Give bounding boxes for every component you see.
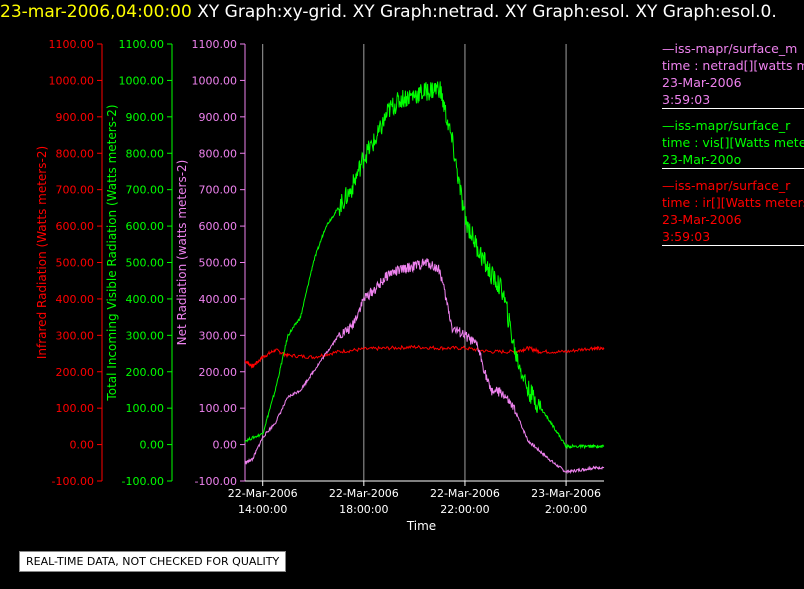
header-datetime: 23-mar-2006,04:00:00 xyxy=(0,2,192,22)
legend-separator xyxy=(662,168,804,169)
y-tick-label-2-5: 400.00 xyxy=(199,293,238,306)
legend-entry-line: 23-Mar-2006 xyxy=(662,212,742,227)
y-tick-label-0-1: 0.00 xyxy=(70,439,95,452)
y-axis-title-2: Net Radiation (watts meters-2) xyxy=(175,160,189,346)
legend-entry-line: time : vis[][Watts mete xyxy=(662,135,804,150)
legend-entry-line: 3:59:03 xyxy=(662,92,711,107)
legend-entry-line: time : ir[][Watts meters xyxy=(662,195,804,210)
y-tick-label-1-2: 100.00 xyxy=(126,402,165,415)
y-tick-label-0-12: 1100.00 xyxy=(49,38,95,51)
y-tick-label-1-6: 500.00 xyxy=(126,257,165,270)
header-graph-titles: XY Graph:xy-grid. XY Graph:netrad. XY Gr… xyxy=(197,2,777,22)
legend-entry-line: 23-Mar-2006 xyxy=(662,75,742,90)
chart-axes: -100.00 0.00 100.00 200.00 300.00 400.00 500.0… xyxy=(35,38,246,488)
quality-notice: REAL-TIME DATA, NOT CHECKED FOR QUALITY xyxy=(19,551,287,572)
legend-entry-line: 3:59:03 xyxy=(662,229,711,244)
y-tick-label-0-6: 500.00 xyxy=(56,257,95,270)
x-tick-label-time-1: 18:00:00 xyxy=(339,503,388,516)
y-tick-label-2-11: 1000.00 xyxy=(192,74,238,87)
y-tick-label-1-4: 300.00 xyxy=(126,329,165,342)
y-tick-label-0-0: -100.00 xyxy=(52,475,94,488)
x-tick-label-date-3: 23-Mar-2006 xyxy=(531,487,601,500)
y-tick-label-2-12: 1100.00 xyxy=(192,38,238,51)
y-tick-label-2-10: 900.00 xyxy=(199,111,238,124)
x-tick-label-time-0: 14:00:00 xyxy=(238,503,287,516)
legend-entry-line: time : netrad[][watts me xyxy=(662,58,804,73)
legend-entry-line: 23-Mar-200o xyxy=(662,152,742,167)
legend-entry-line: —iss-mapr/surface_m xyxy=(662,41,798,56)
y-tick-label-2-3: 200.00 xyxy=(199,366,238,379)
chart-grid xyxy=(262,44,567,481)
x-tick-label-date-2: 22-Mar-2006 xyxy=(430,487,500,500)
y-tick-label-0-8: 700.00 xyxy=(56,184,95,197)
y-tick-label-1-3: 200.00 xyxy=(126,366,165,379)
series-line-1 xyxy=(244,81,605,450)
x-tick-label-date-1: 22-Mar-2006 xyxy=(329,487,399,500)
y-tick-label-0-5: 400.00 xyxy=(56,293,95,306)
y-tick-label-2-6: 500.00 xyxy=(199,257,238,270)
header-bar: 23-mar-2006,04:00:00 XY Graph:xy-grid. X… xyxy=(0,2,777,26)
y-tick-label-0-4: 300.00 xyxy=(56,329,95,342)
y-tick-label-2-9: 800.00 xyxy=(199,147,238,160)
y-tick-label-2-8: 700.00 xyxy=(199,184,238,197)
y-tick-label-0-3: 200.00 xyxy=(56,366,95,379)
y-tick-label-1-0: -100.00 xyxy=(122,475,164,488)
y-tick-label-1-10: 900.00 xyxy=(126,111,165,124)
y-tick-label-0-9: 800.00 xyxy=(56,147,95,160)
y-tick-label-2-1: 0.00 xyxy=(213,439,238,452)
y-tick-label-0-10: 900.00 xyxy=(56,111,95,124)
y-tick-label-1-7: 600.00 xyxy=(126,220,165,233)
y-tick-label-1-8: 700.00 xyxy=(126,184,165,197)
x-axis: 22-Mar-2006 14:00:00 22-Mar-2006 18:00:00 22… xyxy=(228,480,604,533)
y-tick-label-1-12: 1100.00 xyxy=(119,38,165,51)
x-tick-label-date-0: 22-Mar-2006 xyxy=(228,487,298,500)
series-line-2 xyxy=(244,258,605,475)
y-axis-title-1: Total Incoming Visible Radiation (Watts … xyxy=(105,104,119,401)
y-tick-label-1-5: 400.00 xyxy=(126,293,165,306)
series-line-0 xyxy=(244,344,605,369)
y-tick-label-1-1: 0.00 xyxy=(140,439,165,452)
y-axis-title-0: Infrared Radiation (Watts meters-2) xyxy=(35,146,49,359)
y-tick-label-1-9: 800.00 xyxy=(126,147,165,160)
y-tick-label-1-11: 1000.00 xyxy=(119,74,165,87)
legend-entry-line: —iss-mapr/surface_r xyxy=(662,118,791,133)
y-tick-label-0-2: 100.00 xyxy=(56,402,95,415)
legend-entry-line: —iss-mapr/surface_r xyxy=(662,178,791,193)
legend-separator xyxy=(662,108,804,109)
y-tick-label-2-2: 100.00 xyxy=(199,402,238,415)
legend-separator xyxy=(662,245,804,246)
x-tick-label-time-2: 22:00:00 xyxy=(440,503,489,516)
y-tick-label-0-7: 600.00 xyxy=(56,220,95,233)
x-axis-title: Time xyxy=(406,519,436,533)
y-tick-label-2-0: -100.00 xyxy=(195,475,237,488)
y-tick-label-0-11: 1000.00 xyxy=(49,74,95,87)
chart-series xyxy=(244,81,605,475)
y-tick-label-2-7: 600.00 xyxy=(199,220,238,233)
y-tick-label-2-4: 300.00 xyxy=(199,329,238,342)
x-tick-label-time-3: 2:00:00 xyxy=(545,503,587,516)
